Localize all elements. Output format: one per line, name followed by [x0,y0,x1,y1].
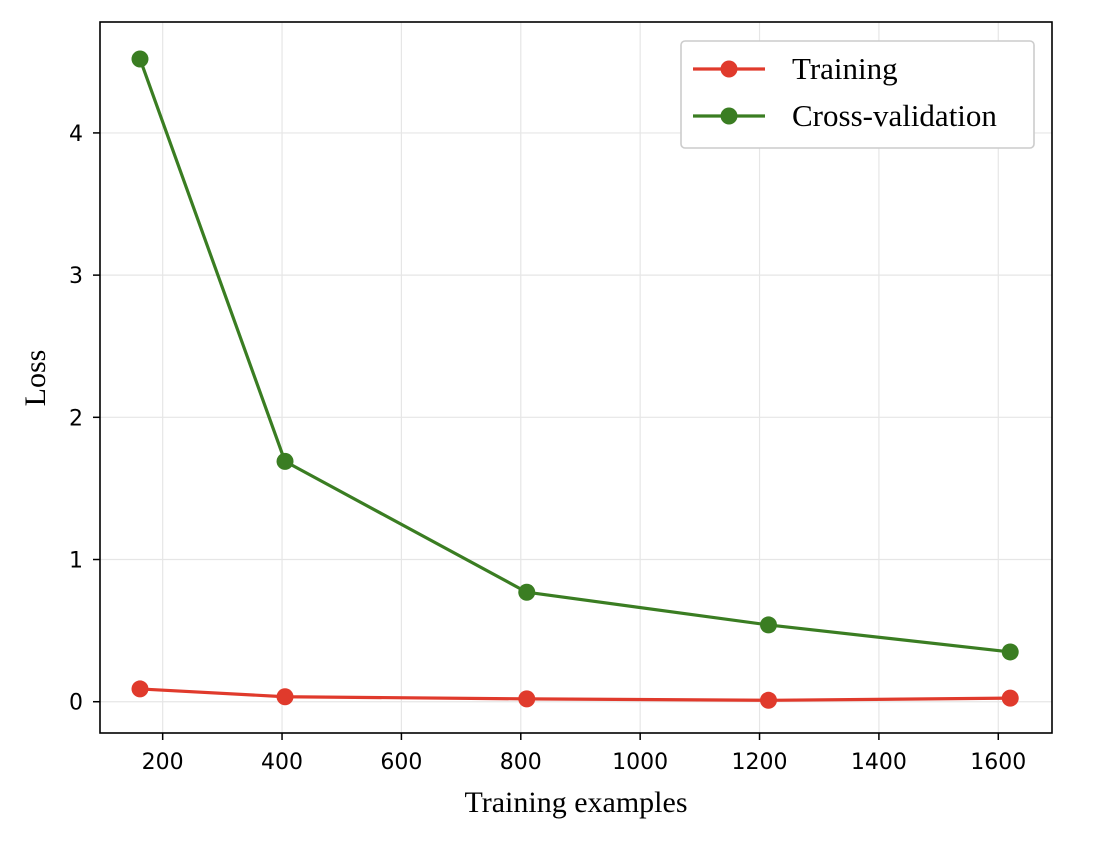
x-axis-label: Training examples [464,786,687,819]
cross-validation-point [131,50,149,68]
legend-marker-training [720,60,738,78]
legend-label-training: Training [792,51,898,86]
x-tick-label: 1400 [851,750,907,775]
cross-validation-point [759,616,777,634]
training-point [131,680,149,698]
legend-marker-cross-validation [720,107,738,125]
training-point [276,688,294,706]
x-tick-label: 1000 [612,750,668,775]
cross-validation-point [1001,643,1019,661]
y-tick-label: 0 [69,691,83,716]
x-tick-label: 200 [142,750,184,775]
y-tick-label: 3 [69,264,83,289]
x-tick-label: 600 [380,750,422,775]
cross-validation-point [276,452,294,470]
series-layer [131,50,1019,709]
legend-label-cross-validation: Cross-validation [792,98,997,133]
y-axis-label: Loss [19,350,52,407]
x-tick-label: 1600 [970,750,1026,775]
plot-frame [99,21,1053,734]
legend-box [680,40,1035,149]
training-point [518,690,536,708]
training-point [759,691,777,709]
y-tick-label: 2 [69,406,83,431]
x-tick-label: 400 [261,750,303,775]
cross-validation-point [518,583,536,601]
x-tick-label: 1200 [732,750,788,775]
x-tick-label: 800 [500,750,542,775]
ticks: 200 400 600 800 1000 1200 1400 1600 0 1 2 3 4 [69,122,1026,775]
y-tick-label: 4 [69,122,83,147]
training-point [1001,689,1019,707]
y-tick-label: 1 [69,549,83,574]
legend: Training Cross-validation [680,40,1035,149]
